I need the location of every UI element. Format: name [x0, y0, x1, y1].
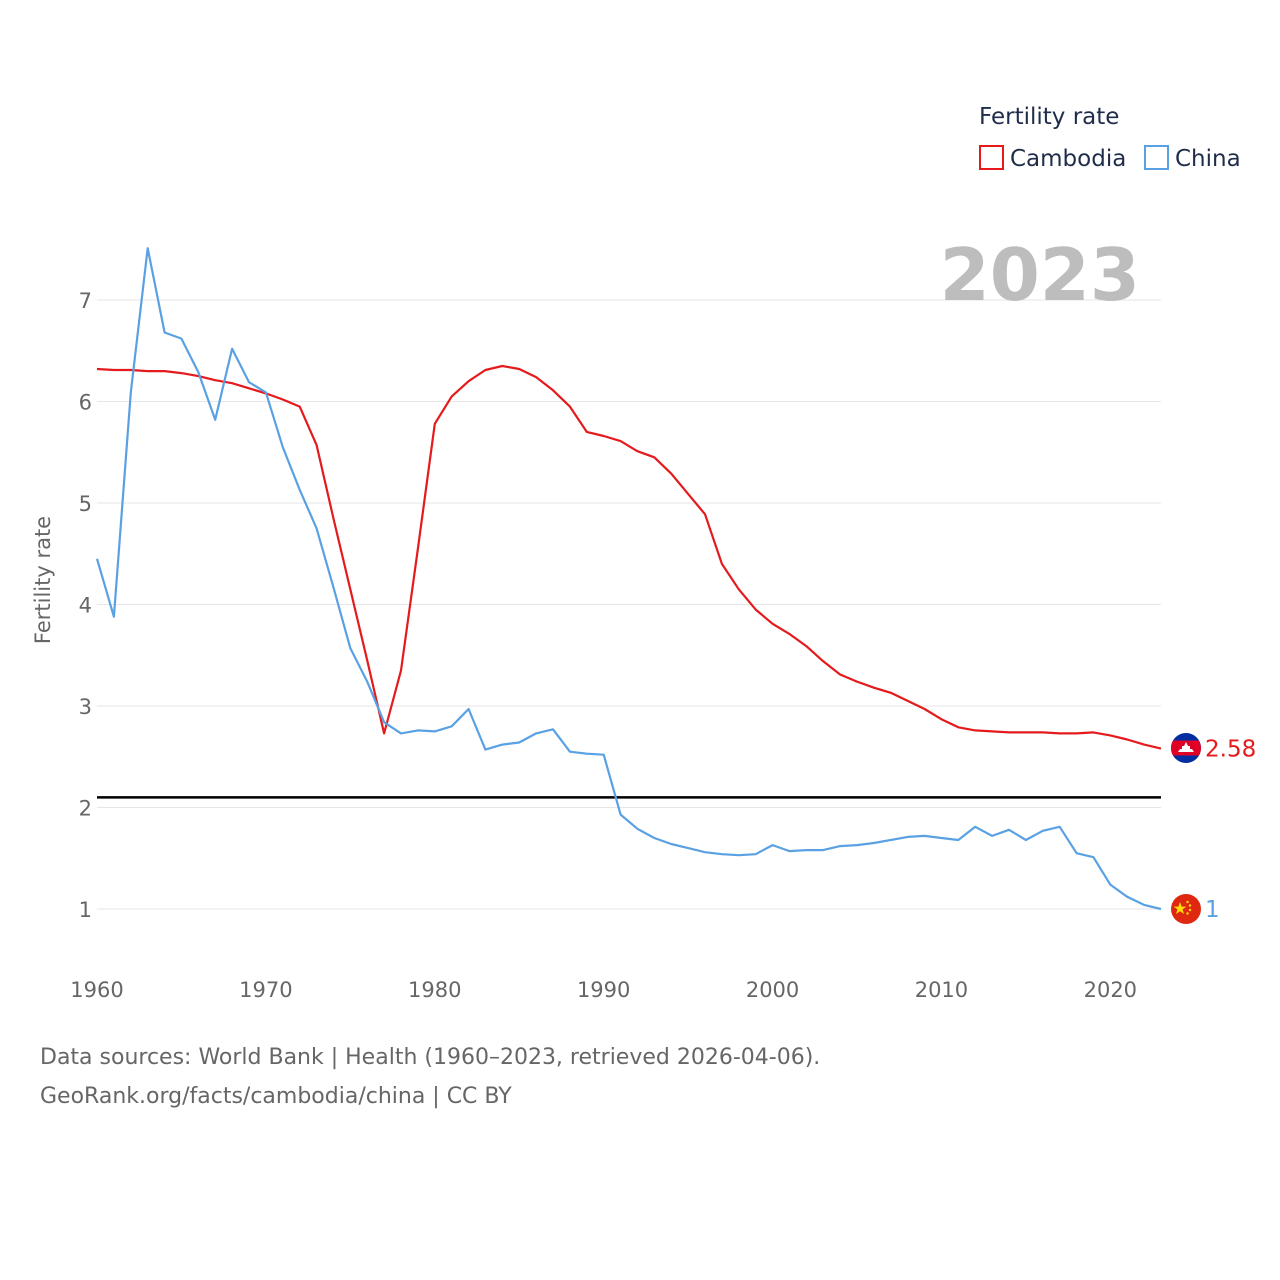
series-lines — [95, 247, 1162, 911]
year-label: 2023 — [940, 233, 1140, 317]
legend-label-cambodia: Cambodia — [1010, 146, 1126, 172]
china-flag-icon — [1171, 894, 1201, 924]
x-tick-label: 2020 — [1084, 978, 1137, 1002]
y-tick-label: 4 — [79, 594, 92, 618]
y-tick-label: 5 — [79, 492, 92, 516]
series-line-china — [95, 247, 1162, 911]
x-tick-label: 1970 — [239, 978, 292, 1002]
y-tick-label: 3 — [79, 695, 92, 719]
x-tick-label: 2010 — [915, 978, 968, 1002]
cambodia-end-value: 2.58 — [1205, 737, 1256, 763]
series-line-cambodia — [96, 364, 1162, 750]
y-tick-label: 1 — [79, 898, 92, 922]
grid-lines — [97, 299, 1161, 910]
x-tick-label: 1990 — [577, 978, 630, 1002]
x-axis-ticks: 1960 1970 1980 1990 2000 2010 2020 — [70, 978, 1137, 1002]
china-end-value: 1 — [1205, 897, 1220, 923]
y-tick-label: 7 — [79, 289, 92, 313]
x-tick-label: 2000 — [746, 978, 799, 1002]
cambodia-flag-icon — [1171, 733, 1201, 763]
legend: Fertility rate Cambodia China — [979, 104, 1241, 172]
legend-swatch-china — [1144, 145, 1169, 170]
legend-swatch-cambodia — [979, 145, 1004, 170]
y-tick-label: 6 — [79, 391, 92, 415]
x-tick-label: 1980 — [408, 978, 461, 1002]
y-axis-ticks: 1 2 3 4 5 6 7 — [79, 289, 92, 922]
legend-title: Fertility rate — [979, 104, 1119, 130]
y-tick-label: 2 — [79, 797, 92, 821]
footer-link: GeoRank.org/facts/cambodia/china | CC BY — [40, 1084, 512, 1109]
footer-source: Data sources: World Bank | Health (1960–… — [40, 1045, 821, 1070]
x-tick-label: 1960 — [70, 978, 123, 1002]
legend-label-china: China — [1175, 146, 1241, 172]
y-axis-label: Fertility rate — [31, 516, 55, 644]
